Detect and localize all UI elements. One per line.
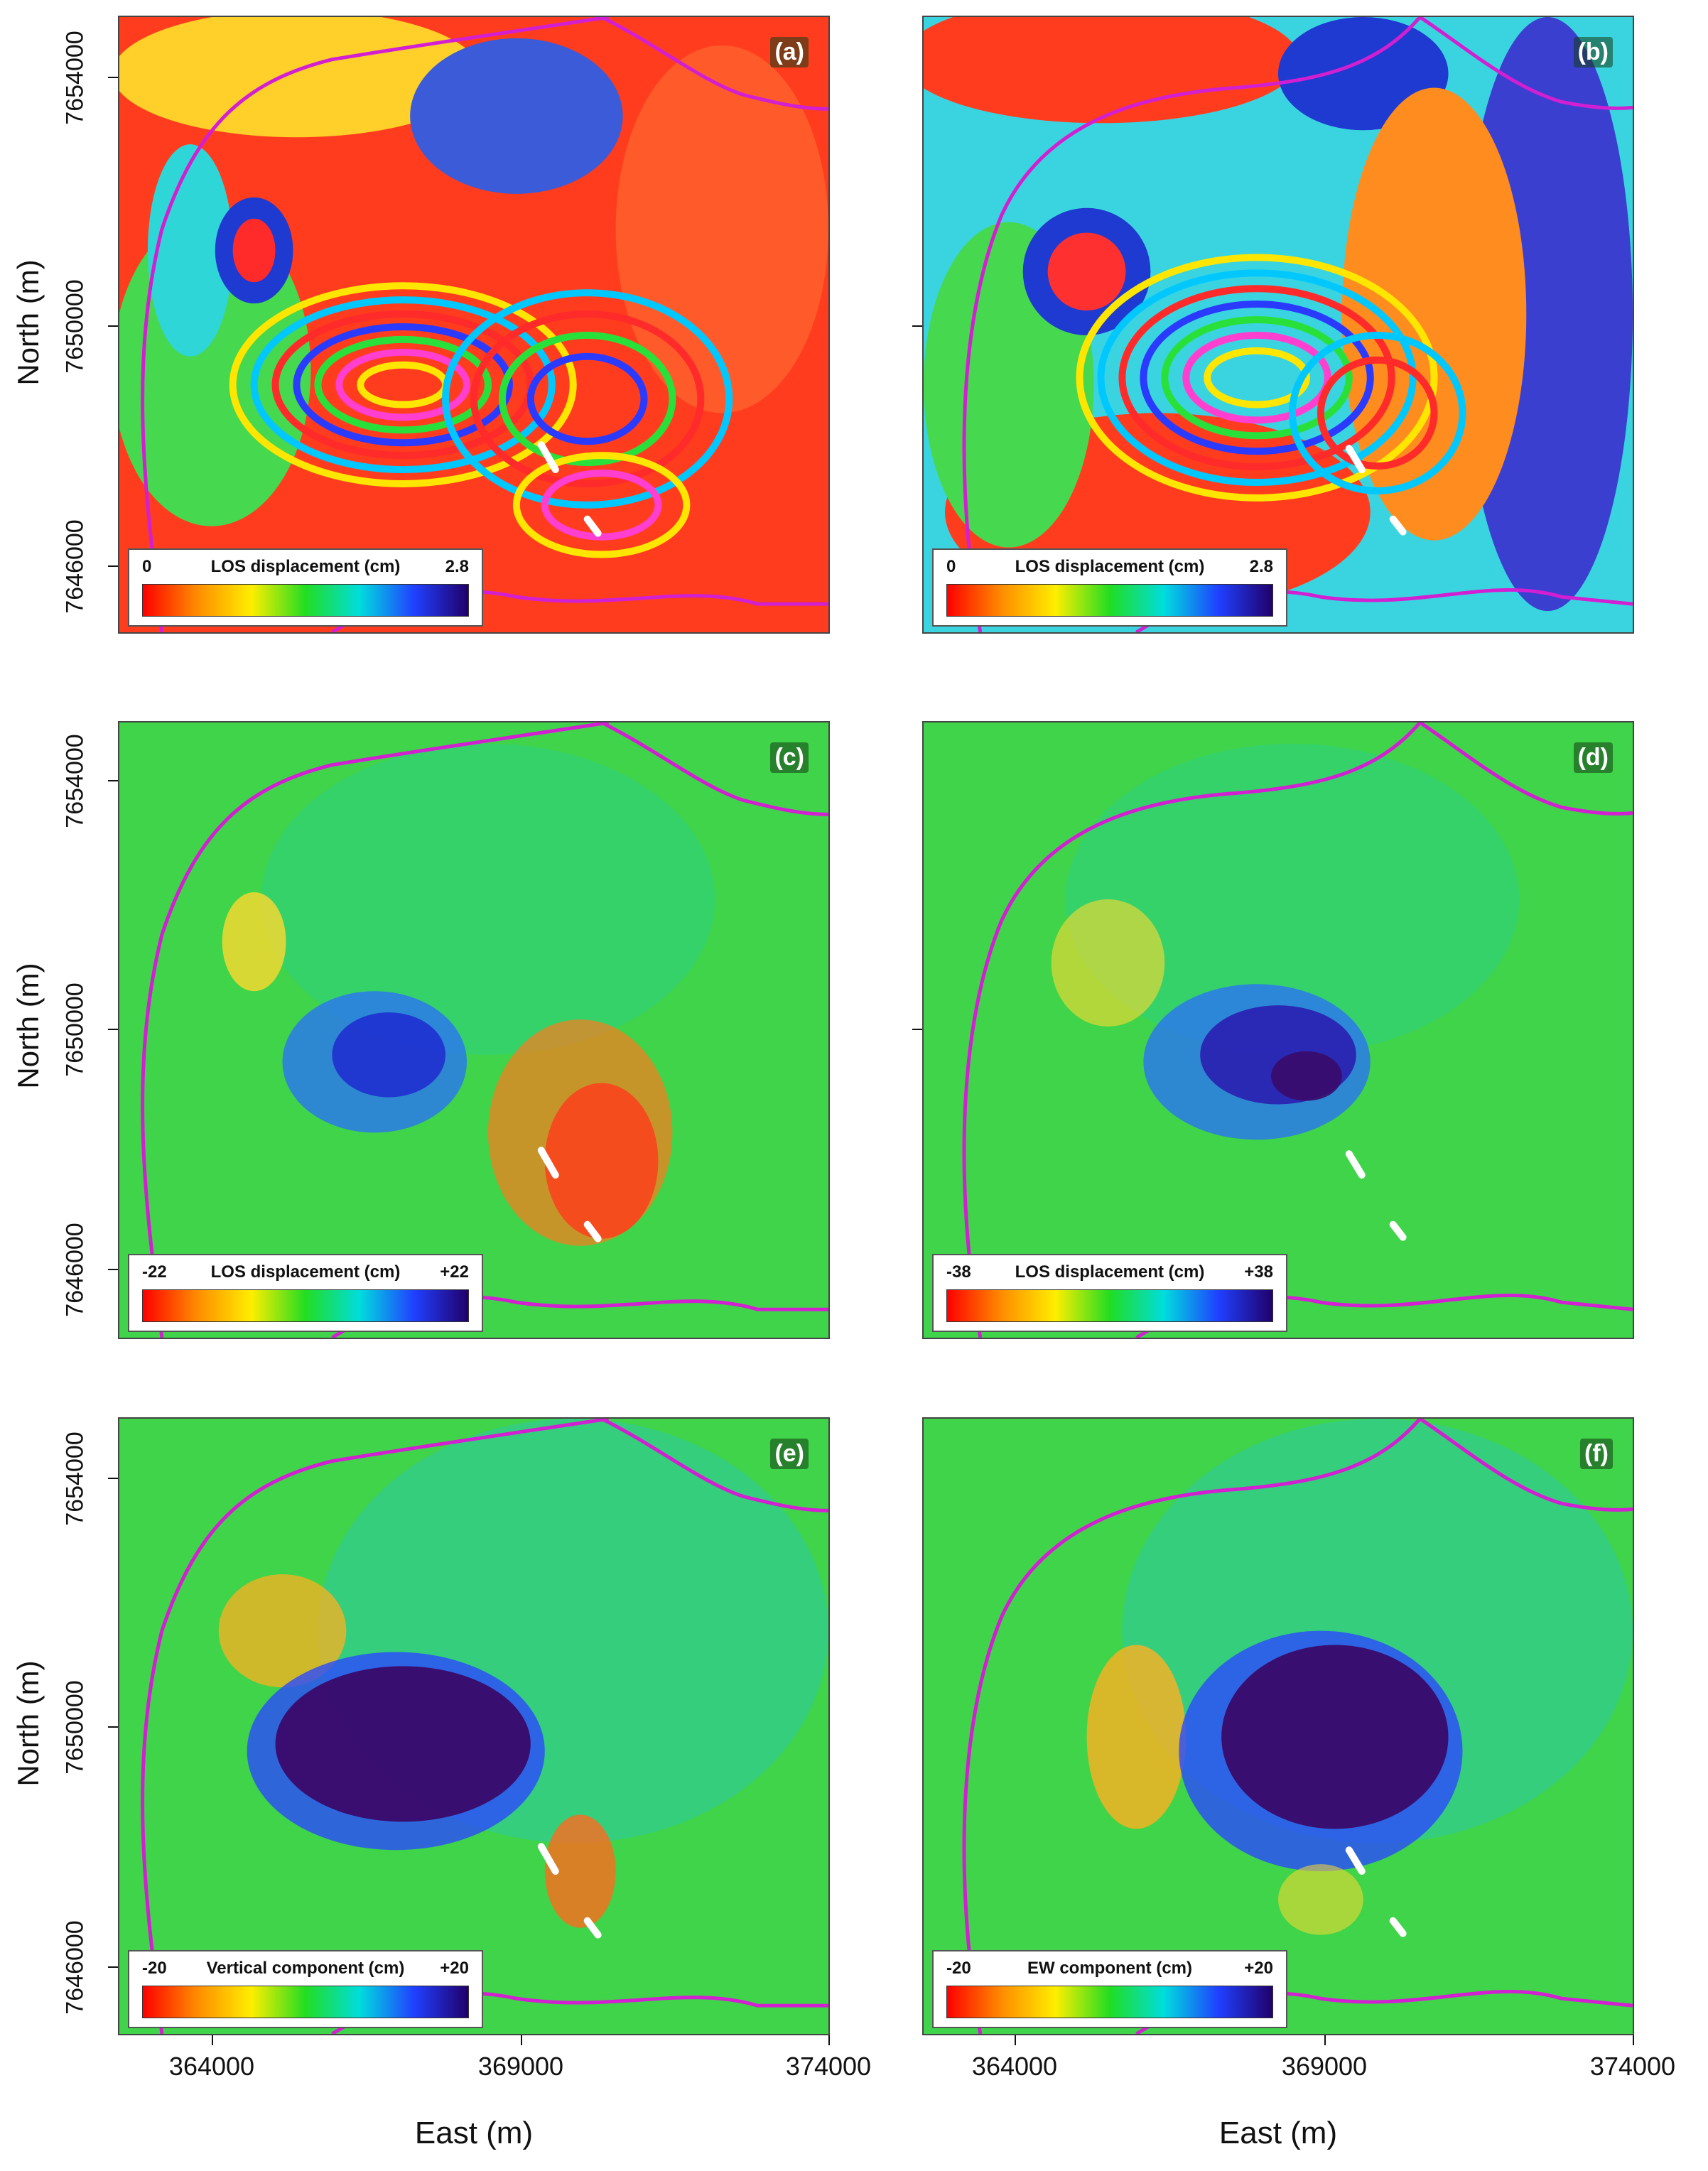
y-tick-mark xyxy=(108,780,118,781)
colorbar-gradient xyxy=(142,1289,469,1322)
y-tick-label: 7650000 xyxy=(61,279,89,374)
y-tick-mark xyxy=(108,1029,118,1030)
x-axis-label: East (m) xyxy=(414,2116,534,2150)
colorbar-gradient xyxy=(142,1986,469,2018)
panel-a: (a) 0 LOS displacement (cm) 2.8 xyxy=(118,16,830,634)
panel-label: (c) xyxy=(770,742,809,773)
colorbar-min: -20 xyxy=(142,1959,167,1978)
colorbar: 0 LOS displacement (cm) 2.8 xyxy=(128,548,483,627)
colorbar-min: 0 xyxy=(142,557,152,576)
y-tick-mark xyxy=(108,1269,118,1270)
colorbar-title: Vertical component (cm) xyxy=(206,1959,405,1978)
colorbar-title: LOS displacement (cm) xyxy=(1015,557,1205,576)
colorbar-min: -22 xyxy=(142,1262,167,1282)
displacement-map xyxy=(924,722,1633,1338)
colorbar-gradient xyxy=(946,584,1273,617)
panel-label: (b) xyxy=(1573,37,1613,67)
colorbar-max: +38 xyxy=(1244,1262,1273,1282)
colorbar: -22 LOS displacement (cm) +22 xyxy=(128,1254,483,1332)
x-tick-mark xyxy=(212,2035,213,2045)
displacement-map xyxy=(119,1419,828,2034)
displacement-map xyxy=(119,722,828,1338)
colorbar-title: LOS displacement (cm) xyxy=(210,1262,401,1282)
y-tick-mark xyxy=(108,565,118,567)
y-tick-label: 7646000 xyxy=(61,1223,89,1317)
panel-d: (d) -38 LOS displacement (cm) +38 xyxy=(922,721,1634,1339)
colorbar-gradient xyxy=(946,1986,1273,2018)
y-tick-label: 7654000 xyxy=(61,1431,89,1526)
x-axis-label: East (m) xyxy=(1218,2116,1338,2150)
colorbar-max: +22 xyxy=(440,1262,469,1282)
panel-c: (c) -22 LOS displacement (cm) +22 xyxy=(118,721,830,1339)
y-tick-label: 7654000 xyxy=(61,31,89,125)
colorbar: -20 EW component (cm) +20 xyxy=(932,1950,1287,2028)
colorbar: -20 Vertical component (cm) +20 xyxy=(128,1950,483,2028)
x-tick-label: 374000 xyxy=(785,2052,872,2081)
colorbar-gradient xyxy=(142,584,469,617)
displacement-map xyxy=(924,1419,1633,2034)
y-tick-mark xyxy=(108,1726,118,1728)
colorbar-max: 2.8 xyxy=(1249,557,1273,576)
colorbar-min: 0 xyxy=(946,557,956,576)
x-tick-mark xyxy=(828,2035,830,2045)
colorbar-min: -38 xyxy=(946,1262,971,1282)
y-axis-label: North (m) xyxy=(11,1660,45,1787)
x-tick-label: 374000 xyxy=(1589,2052,1676,2081)
colorbar-min: -20 xyxy=(946,1959,971,1978)
y-tick-mark xyxy=(912,1029,922,1030)
x-tick-label: 364000 xyxy=(971,2052,1058,2081)
y-tick-label: 7646000 xyxy=(61,519,89,614)
panel-e: (e) -20 Vertical component (cm) +20 xyxy=(118,1417,830,2035)
colorbar-max: +20 xyxy=(1244,1959,1273,1978)
colorbar-gradient xyxy=(946,1289,1273,1322)
colorbar-max: +20 xyxy=(440,1959,469,1978)
y-tick-mark xyxy=(108,1966,118,1968)
panel-label: (a) xyxy=(770,37,809,67)
panel-label: (f) xyxy=(1580,1439,1613,1469)
x-tick-label: 369000 xyxy=(1281,2052,1368,2081)
x-tick-mark xyxy=(1015,2035,1016,2045)
colorbar-title: LOS displacement (cm) xyxy=(1015,1262,1205,1282)
x-tick-label: 364000 xyxy=(168,2052,255,2081)
y-axis-label: North (m) xyxy=(11,963,45,1089)
colorbar-title: EW component (cm) xyxy=(1027,1959,1192,1978)
interferogram-map xyxy=(924,17,1633,632)
colorbar: -38 LOS displacement (cm) +38 xyxy=(932,1254,1287,1332)
y-tick-mark xyxy=(108,325,118,327)
x-tick-mark xyxy=(1633,2035,1634,2045)
panel-label: (e) xyxy=(770,1439,809,1469)
y-axis-label: North (m) xyxy=(11,259,45,386)
panel-label: (d) xyxy=(1573,742,1613,773)
y-tick-mark xyxy=(108,1478,118,1479)
y-tick-label: 7646000 xyxy=(61,1920,89,2015)
y-tick-mark xyxy=(912,325,922,327)
panel-b: (b) 0 LOS displacement (cm) 2.8 xyxy=(922,16,1634,634)
interferogram-map xyxy=(119,17,828,632)
x-tick-mark xyxy=(1324,2035,1326,2045)
x-tick-mark xyxy=(521,2035,522,2045)
y-tick-label: 7654000 xyxy=(61,734,89,828)
panel-f: (f) -20 EW component (cm) +20 xyxy=(922,1417,1634,2035)
y-tick-label: 7650000 xyxy=(61,982,89,1077)
y-tick-label: 7650000 xyxy=(61,1680,89,1775)
colorbar-title: LOS displacement (cm) xyxy=(210,557,401,576)
colorbar-max: 2.8 xyxy=(445,557,469,576)
colorbar: 0 LOS displacement (cm) 2.8 xyxy=(932,548,1287,627)
x-tick-label: 369000 xyxy=(477,2052,564,2081)
y-tick-mark xyxy=(108,77,118,78)
